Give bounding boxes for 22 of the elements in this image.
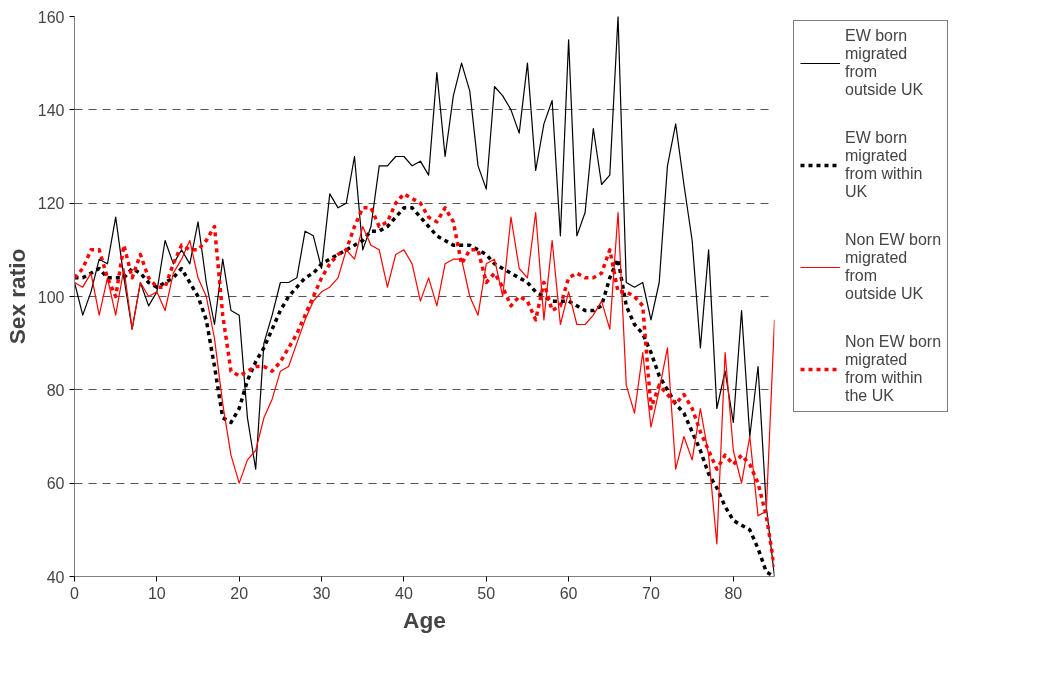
x-tick-label: 70	[642, 584, 660, 602]
x-tick-label: 30	[312, 584, 331, 602]
y-tick-label: 80	[46, 381, 65, 399]
y-tick-label: 60	[46, 475, 65, 493]
x-tick-label: 50	[477, 584, 496, 602]
x-axis-title: Age	[403, 606, 446, 633]
x-tick-label: 40	[395, 584, 413, 602]
y-tick-label: 140	[37, 101, 65, 119]
x-tick-label: 0	[70, 584, 80, 602]
y-axis-title: Sex ratio	[3, 248, 30, 345]
x-tick-label: 10	[147, 584, 166, 602]
legend-label: Non EW born migrated from outside UK	[845, 231, 942, 303]
y-tick-label: 120	[37, 195, 65, 213]
legend-label: Non EW born migrated from within the UK	[845, 333, 942, 405]
x-tick-label: 60	[559, 584, 578, 602]
legend-label: EW born migrated from within UK	[845, 129, 923, 201]
y-tick-label: 40	[46, 568, 65, 586]
x-tick-label: 20	[230, 584, 249, 602]
y-tick-label: 100	[37, 288, 65, 306]
x-tick-label: 80	[724, 584, 743, 602]
y-tick-label: 160	[37, 8, 65, 26]
legend-label: EW born migrated from outside UK	[845, 27, 924, 99]
